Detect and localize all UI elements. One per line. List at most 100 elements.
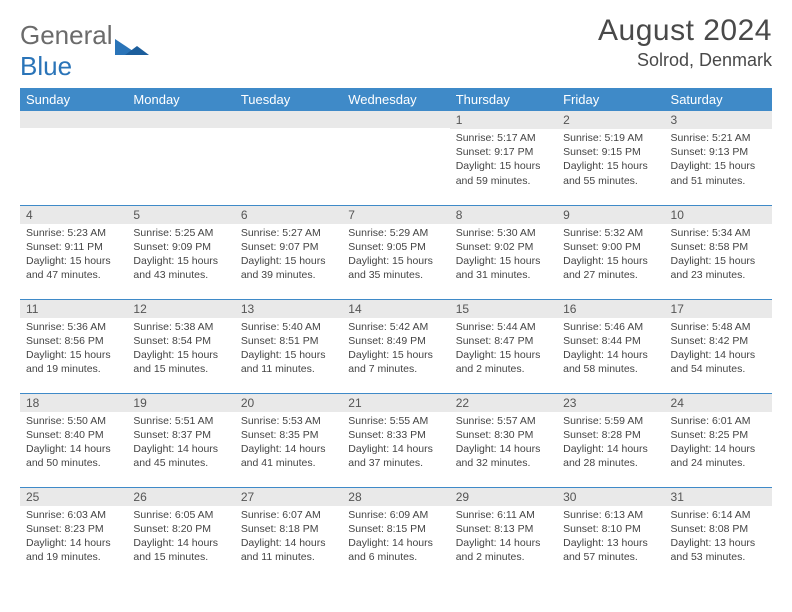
week-row: 25Sunrise: 6:03 AMSunset: 8:23 PMDayligh…	[20, 487, 772, 581]
day-number: 19	[127, 394, 234, 412]
daylight-line: Daylight: 14 hours and 15 minutes.	[133, 536, 228, 564]
day-body: Sunrise: 5:21 AMSunset: 9:13 PMDaylight:…	[665, 129, 772, 192]
day-cell: 1Sunrise: 5:17 AMSunset: 9:17 PMDaylight…	[450, 111, 557, 205]
sunrise-line: Sunrise: 5:51 AM	[133, 414, 228, 428]
sunset-line: Sunset: 8:28 PM	[563, 428, 658, 442]
day-number: 8	[450, 206, 557, 224]
dow-mon: Monday	[127, 88, 234, 111]
daylight-line: Daylight: 14 hours and 50 minutes.	[26, 442, 121, 470]
sunset-line: Sunset: 9:07 PM	[241, 240, 336, 254]
day-body: Sunrise: 5:53 AMSunset: 8:35 PMDaylight:…	[235, 412, 342, 475]
day-number: 30	[557, 488, 664, 506]
day-cell: 9Sunrise: 5:32 AMSunset: 9:00 PMDaylight…	[557, 205, 664, 299]
day-body: Sunrise: 5:38 AMSunset: 8:54 PMDaylight:…	[127, 318, 234, 381]
day-cell: 25Sunrise: 6:03 AMSunset: 8:23 PMDayligh…	[20, 487, 127, 581]
daylight-line: Daylight: 15 hours and 55 minutes.	[563, 159, 658, 187]
sunrise-line: Sunrise: 5:44 AM	[456, 320, 551, 334]
day-number: 15	[450, 300, 557, 318]
sunset-line: Sunset: 9:00 PM	[563, 240, 658, 254]
daylight-line: Daylight: 15 hours and 47 minutes.	[26, 254, 121, 282]
sunrise-line: Sunrise: 6:11 AM	[456, 508, 551, 522]
day-number: 24	[665, 394, 772, 412]
sunrise-line: Sunrise: 5:48 AM	[671, 320, 766, 334]
daylight-line: Daylight: 14 hours and 11 minutes.	[241, 536, 336, 564]
sunrise-line: Sunrise: 5:30 AM	[456, 226, 551, 240]
daylight-line: Daylight: 14 hours and 19 minutes.	[26, 536, 121, 564]
sunset-line: Sunset: 8:30 PM	[456, 428, 551, 442]
day-cell: 10Sunrise: 5:34 AMSunset: 8:58 PMDayligh…	[665, 205, 772, 299]
sunrise-line: Sunrise: 5:25 AM	[133, 226, 228, 240]
day-number: 18	[20, 394, 127, 412]
sunrise-line: Sunrise: 5:42 AM	[348, 320, 443, 334]
day-number: 14	[342, 300, 449, 318]
sunset-line: Sunset: 8:49 PM	[348, 334, 443, 348]
sunrise-line: Sunrise: 5:55 AM	[348, 414, 443, 428]
sunrise-line: Sunrise: 5:53 AM	[241, 414, 336, 428]
day-body: Sunrise: 5:55 AMSunset: 8:33 PMDaylight:…	[342, 412, 449, 475]
day-body: Sunrise: 5:19 AMSunset: 9:15 PMDaylight:…	[557, 129, 664, 192]
day-cell	[127, 111, 234, 205]
day-number: 16	[557, 300, 664, 318]
sunset-line: Sunset: 8:47 PM	[456, 334, 551, 348]
day-body: Sunrise: 6:05 AMSunset: 8:20 PMDaylight:…	[127, 506, 234, 569]
day-cell: 14Sunrise: 5:42 AMSunset: 8:49 PMDayligh…	[342, 299, 449, 393]
day-cell: 11Sunrise: 5:36 AMSunset: 8:56 PMDayligh…	[20, 299, 127, 393]
title-block: August 2024 Solrod, Denmark	[598, 14, 772, 71]
day-body: Sunrise: 5:44 AMSunset: 8:47 PMDaylight:…	[450, 318, 557, 381]
sunrise-line: Sunrise: 6:14 AM	[671, 508, 766, 522]
day-cell: 15Sunrise: 5:44 AMSunset: 8:47 PMDayligh…	[450, 299, 557, 393]
day-body: Sunrise: 5:29 AMSunset: 9:05 PMDaylight:…	[342, 224, 449, 287]
sunrise-line: Sunrise: 5:50 AM	[26, 414, 121, 428]
daylight-line: Daylight: 14 hours and 28 minutes.	[563, 442, 658, 470]
day-number: 23	[557, 394, 664, 412]
sunset-line: Sunset: 9:11 PM	[26, 240, 121, 254]
daylight-line: Daylight: 15 hours and 2 minutes.	[456, 348, 551, 376]
day-body: Sunrise: 6:09 AMSunset: 8:15 PMDaylight:…	[342, 506, 449, 569]
week-row: 18Sunrise: 5:50 AMSunset: 8:40 PMDayligh…	[20, 393, 772, 487]
sunset-line: Sunset: 9:13 PM	[671, 145, 766, 159]
logo-mark-icon	[115, 37, 149, 66]
header: General Blue August 2024 Solrod, Denmark	[20, 14, 772, 82]
daylight-line: Daylight: 15 hours and 39 minutes.	[241, 254, 336, 282]
day-number: 28	[342, 488, 449, 506]
daylight-line: Daylight: 14 hours and 41 minutes.	[241, 442, 336, 470]
daylight-line: Daylight: 13 hours and 57 minutes.	[563, 536, 658, 564]
day-cell: 5Sunrise: 5:25 AMSunset: 9:09 PMDaylight…	[127, 205, 234, 299]
sunrise-line: Sunrise: 5:21 AM	[671, 131, 766, 145]
day-body: Sunrise: 5:42 AMSunset: 8:49 PMDaylight:…	[342, 318, 449, 381]
day-number: 20	[235, 394, 342, 412]
day-cell: 18Sunrise: 5:50 AMSunset: 8:40 PMDayligh…	[20, 393, 127, 487]
day-number: 27	[235, 488, 342, 506]
week-row: 4Sunrise: 5:23 AMSunset: 9:11 PMDaylight…	[20, 205, 772, 299]
day-body: Sunrise: 5:51 AMSunset: 8:37 PMDaylight:…	[127, 412, 234, 475]
sunrise-line: Sunrise: 6:07 AM	[241, 508, 336, 522]
sunset-line: Sunset: 9:15 PM	[563, 145, 658, 159]
sunset-line: Sunset: 8:51 PM	[241, 334, 336, 348]
day-body: Sunrise: 5:40 AMSunset: 8:51 PMDaylight:…	[235, 318, 342, 381]
day-body: Sunrise: 6:07 AMSunset: 8:18 PMDaylight:…	[235, 506, 342, 569]
day-body: Sunrise: 5:36 AMSunset: 8:56 PMDaylight:…	[20, 318, 127, 381]
daylight-line: Daylight: 15 hours and 51 minutes.	[671, 159, 766, 187]
day-body: Sunrise: 6:01 AMSunset: 8:25 PMDaylight:…	[665, 412, 772, 475]
day-cell	[20, 111, 127, 205]
sunrise-line: Sunrise: 5:34 AM	[671, 226, 766, 240]
day-number: 21	[342, 394, 449, 412]
logo: General Blue	[20, 20, 149, 82]
day-body: Sunrise: 5:32 AMSunset: 9:00 PMDaylight:…	[557, 224, 664, 287]
sunset-line: Sunset: 8:13 PM	[456, 522, 551, 536]
day-number: 1	[450, 111, 557, 129]
sunrise-line: Sunrise: 6:01 AM	[671, 414, 766, 428]
day-cell: 4Sunrise: 5:23 AMSunset: 9:11 PMDaylight…	[20, 205, 127, 299]
daylight-line: Daylight: 14 hours and 24 minutes.	[671, 442, 766, 470]
calendar-table: Sunday Monday Tuesday Wednesday Thursday…	[20, 88, 772, 581]
day-body: Sunrise: 5:46 AMSunset: 8:44 PMDaylight:…	[557, 318, 664, 381]
sunset-line: Sunset: 8:37 PM	[133, 428, 228, 442]
daylight-line: Daylight: 15 hours and 7 minutes.	[348, 348, 443, 376]
day-cell: 27Sunrise: 6:07 AMSunset: 8:18 PMDayligh…	[235, 487, 342, 581]
day-cell: 17Sunrise: 5:48 AMSunset: 8:42 PMDayligh…	[665, 299, 772, 393]
day-cell: 19Sunrise: 5:51 AMSunset: 8:37 PMDayligh…	[127, 393, 234, 487]
day-cell: 26Sunrise: 6:05 AMSunset: 8:20 PMDayligh…	[127, 487, 234, 581]
day-number	[342, 111, 449, 128]
daylight-line: Daylight: 15 hours and 35 minutes.	[348, 254, 443, 282]
sunrise-line: Sunrise: 5:23 AM	[26, 226, 121, 240]
